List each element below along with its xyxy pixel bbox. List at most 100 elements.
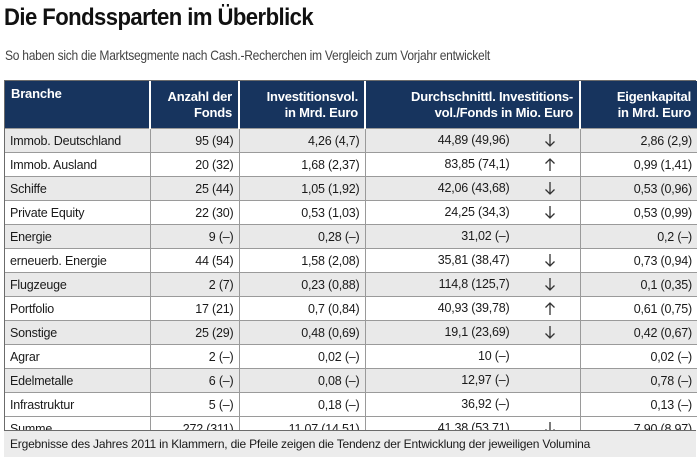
durchschnitt-value: 114,8 (125,7) — [438, 277, 510, 291]
cell-anzahl: 95 (94) — [149, 128, 239, 153]
table-row: Agrar 2 (–) 0,02 (–) 10 (–) 0,02 (–) — [5, 344, 697, 369]
cell-anzahl: 2 (7) — [149, 272, 239, 297]
arrow-down-icon — [544, 206, 555, 219]
table-footnote: Ergebnisse des Jahres 2011 in Klammern, … — [4, 430, 696, 457]
cell-branche: Infrastruktur — [5, 392, 150, 417]
page-title: Die Fondssparten im Überblick — [4, 4, 314, 31]
arrow-down-icon — [544, 134, 555, 147]
cell-durchschnitt: 31,02 (–) — [364, 224, 580, 249]
cell-investitionsvolumen: 4,26 (4,7) — [238, 128, 365, 153]
cell-eigenkapital: 0,78 (–) — [579, 368, 697, 393]
durchschnitt-value: 19,1 (23,69) — [444, 325, 510, 339]
cell-durchschnitt: 35,81 (38,47) — [364, 248, 580, 273]
table-body: Immob. Deutschland 95 (94) 4,26 (4,7) 44,89… — [5, 128, 697, 440]
cell-eigenkapital: 0,53 (0,99) — [579, 200, 697, 225]
cell-eigenkapital: 0,53 (0,96) — [579, 176, 697, 201]
arrow-down-icon — [544, 254, 555, 267]
arrow-up-icon — [544, 302, 555, 315]
cell-anzahl: 2 (–) — [149, 344, 239, 369]
cell-eigenkapital: 2,86 (2,9) — [579, 128, 697, 153]
durchschnitt-value: 44,89 (49,96) — [437, 133, 510, 147]
table-row: Flugzeuge 2 (7) 0,23 (0,88) 114,8 (125,7) 0,… — [5, 272, 697, 297]
cell-anzahl: 20 (32) — [149, 152, 239, 177]
table-row: Immob. Ausland 20 (32) 1,68 (2,37) 83,85 (7… — [5, 152, 697, 177]
cell-investitionsvolumen: 0,08 (–) — [238, 368, 365, 393]
durchschnitt-value: 42,06 (43,68) — [437, 181, 510, 195]
cell-anzahl: 17 (21) — [149, 296, 239, 321]
cell-investitionsvolumen: 0,23 (0,88) — [238, 272, 365, 297]
header-durchschnitt: Durchschnittl. Investitions-vol./Fonds i… — [364, 81, 580, 129]
header-eigenkapital: Eigenkapital in Mrd. Euro — [579, 81, 697, 129]
cell-investitionsvolumen: 0,53 (1,03) — [238, 200, 365, 225]
cell-anzahl: 44 (54) — [149, 248, 239, 273]
table-row: Portfolio 17 (21) 0,7 (0,84) 40,93 (39,78) 0… — [5, 296, 697, 321]
cell-branche: Sonstige — [5, 320, 150, 345]
cell-investitionsvolumen: 0,02 (–) — [238, 344, 365, 369]
cell-durchschnitt: 36,92 (–) — [364, 392, 580, 417]
table-row: Sonstige 25 (29) 0,48 (0,69) 19,1 (23,69) 0,… — [5, 320, 697, 345]
cell-investitionsvolumen: 0,18 (–) — [238, 392, 365, 417]
durchschnitt-value: 12,97 (–) — [461, 373, 510, 387]
durchschnitt-value: 10 (–) — [478, 349, 510, 363]
cell-branche: Immob. Ausland — [5, 152, 150, 177]
table-row: Infrastruktur 5 (–) 0,18 (–) 36,92 (–) 0,13 … — [5, 392, 697, 417]
cell-investitionsvolumen: 0,48 (0,69) — [238, 320, 365, 345]
cell-anzahl: 22 (30) — [149, 200, 239, 225]
cell-branche: Private Equity — [5, 200, 150, 225]
arrow-down-icon — [544, 278, 555, 291]
cell-anzahl: 25 (29) — [149, 320, 239, 345]
table-row: Immob. Deutschland 95 (94) 4,26 (4,7) 44,89… — [5, 128, 697, 153]
fund-table: Branche Anzahl der Fonds Investitionsvol.… — [5, 81, 697, 440]
cell-investitionsvolumen: 1,68 (2,37) — [238, 152, 365, 177]
cell-branche: Agrar — [5, 344, 150, 369]
durchschnitt-value: 83,85 (74,1) — [444, 157, 510, 171]
durchschnitt-value: 36,92 (–) — [461, 397, 510, 411]
durchschnitt-value: 24,25 (34,3) — [444, 205, 510, 219]
table-row: Energie 9 (–) 0,28 (–) 31,02 (–) 0,2 (–) — [5, 224, 697, 249]
cell-branche: erneuerb. Energie — [5, 248, 150, 273]
cell-durchschnitt: 10 (–) — [364, 344, 580, 369]
cell-branche: Portfolio — [5, 296, 150, 321]
cell-durchschnitt: 40,93 (39,78) — [364, 296, 580, 321]
header-anzahl: Anzahl der Fonds — [149, 81, 239, 129]
cell-eigenkapital: 0,13 (–) — [579, 392, 697, 417]
table-row: Private Equity 22 (30) 0,53 (1,03) 24,25 (3… — [5, 200, 697, 225]
cell-anzahl: 25 (44) — [149, 176, 239, 201]
page-subtitle: So haben sich die Marktsegmente nach Cas… — [5, 47, 490, 63]
cell-eigenkapital: 0,2 (–) — [579, 224, 697, 249]
cell-eigenkapital: 0,42 (0,67) — [579, 320, 697, 345]
cell-anzahl: 9 (–) — [149, 224, 239, 249]
cell-durchschnitt: 19,1 (23,69) — [364, 320, 580, 345]
fund-table-frame: Branche Anzahl der Fonds Investitionsvol.… — [4, 80, 697, 457]
cell-durchschnitt: 44,89 (49,96) — [364, 128, 580, 153]
cell-investitionsvolumen: 0,7 (0,84) — [238, 296, 365, 321]
cell-branche: Edelmetalle — [5, 368, 150, 393]
arrow-down-icon — [544, 182, 555, 195]
cell-durchschnitt: 114,8 (125,7) — [364, 272, 580, 297]
cell-branche: Schiffe — [5, 176, 150, 201]
cell-branche: Flugzeuge — [5, 272, 150, 297]
table-row: Schiffe 25 (44) 1,05 (1,92) 42,06 (43,68) 0,… — [5, 176, 697, 201]
cell-branche: Energie — [5, 224, 150, 249]
durchschnitt-value: 31,02 (–) — [461, 229, 510, 243]
cell-durchschnitt: 83,85 (74,1) — [364, 152, 580, 177]
table-header-row: Branche Anzahl der Fonds Investitionsvol.… — [5, 81, 697, 129]
durchschnitt-value: 35,81 (38,47) — [437, 253, 510, 267]
cell-durchschnitt: 24,25 (34,3) — [364, 200, 580, 225]
cell-eigenkapital: 0,1 (0,35) — [579, 272, 697, 297]
durchschnitt-value: 40,93 (39,78) — [437, 301, 510, 315]
arrow-down-icon — [544, 326, 555, 339]
cell-investitionsvolumen: 1,58 (2,08) — [238, 248, 365, 273]
cell-investitionsvolumen: 0,28 (–) — [238, 224, 365, 249]
cell-eigenkapital: 0,99 (1,41) — [579, 152, 697, 177]
header-branche: Branche — [5, 81, 150, 129]
cell-investitionsvolumen: 1,05 (1,92) — [238, 176, 365, 201]
cell-branche: Immob. Deutschland — [5, 128, 150, 153]
table-row: Edelmetalle 6 (–) 0,08 (–) 12,97 (–) 0,78 (–… — [5, 368, 697, 393]
arrow-up-icon — [544, 158, 555, 171]
cell-eigenkapital: 0,73 (0,94) — [579, 248, 697, 273]
cell-eigenkapital: 0,02 (–) — [579, 344, 697, 369]
table-row: erneuerb. Energie 44 (54) 1,58 (2,08) 35,81… — [5, 248, 697, 273]
header-investitionsvolumen: Investitionsvol. in Mrd. Euro — [238, 81, 365, 129]
cell-anzahl: 5 (–) — [149, 392, 239, 417]
